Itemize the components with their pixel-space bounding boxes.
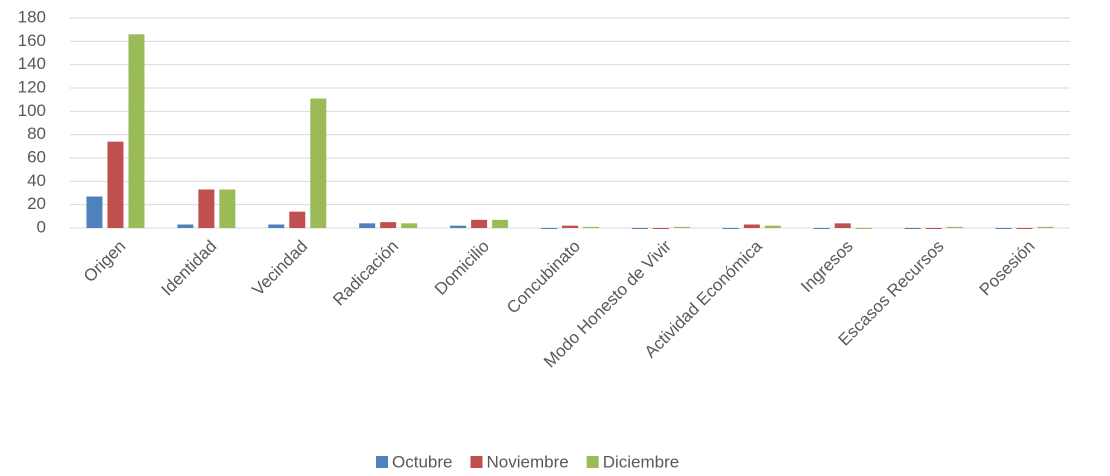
y-tick-label: 80 [27, 124, 46, 143]
bar [631, 228, 648, 229]
y-tick-label: 160 [18, 31, 46, 50]
y-tick-label: 0 [37, 217, 46, 236]
bar [722, 228, 739, 229]
x-tick-label: Ingresos [797, 237, 857, 297]
bar [541, 228, 557, 229]
bar [86, 196, 103, 228]
x-tick-label: Radicación [329, 237, 402, 310]
x-tick-label: Vecindad [248, 237, 311, 300]
y-tick-label: 120 [18, 77, 46, 96]
bar [813, 228, 830, 229]
x-tick-label: Identidad [157, 237, 220, 300]
bar [401, 223, 418, 228]
y-tick-label: 60 [27, 147, 46, 166]
x-tick-label: Domicilio [431, 237, 493, 299]
bar [743, 224, 760, 228]
bar [1037, 226, 1054, 228]
bar [198, 189, 215, 228]
bar [652, 228, 669, 229]
legend: Octubre Noviembre Diciembre [376, 452, 679, 471]
bar [904, 228, 921, 229]
bar [764, 225, 781, 228]
x-tick-label: Origen [80, 237, 130, 287]
bar [995, 228, 1012, 229]
bar [1016, 228, 1033, 229]
bar [492, 219, 509, 228]
bar [219, 189, 236, 228]
bar [562, 225, 578, 228]
bar [128, 34, 145, 229]
bar [268, 224, 285, 228]
y-tick-label: 100 [18, 101, 46, 120]
bar [583, 226, 599, 228]
y-tick-label: 20 [27, 194, 46, 213]
y-tick-label: 140 [18, 54, 46, 73]
bar [289, 211, 306, 228]
bar [310, 98, 327, 228]
x-tick-label: Posesión [976, 237, 1039, 300]
bar [471, 219, 488, 228]
bar [380, 222, 397, 228]
y-tick-label: 180 [18, 7, 46, 26]
legend-label: Octubre [392, 452, 452, 471]
bar [946, 226, 963, 228]
legend-label: Diciembre [603, 452, 680, 471]
bar [359, 223, 376, 228]
legend-swatch [376, 456, 388, 468]
bar [107, 141, 124, 228]
bar [855, 228, 872, 229]
legend-swatch [470, 456, 483, 468]
x-tick-label: Concubinato [503, 237, 584, 318]
bar [450, 225, 467, 228]
legend-swatch [586, 456, 599, 468]
bar [925, 228, 942, 229]
bar [834, 223, 851, 228]
bar [177, 224, 194, 228]
y-tick-label: 40 [27, 171, 46, 190]
legend-label: Noviembre [486, 452, 568, 471]
bar [673, 226, 690, 228]
